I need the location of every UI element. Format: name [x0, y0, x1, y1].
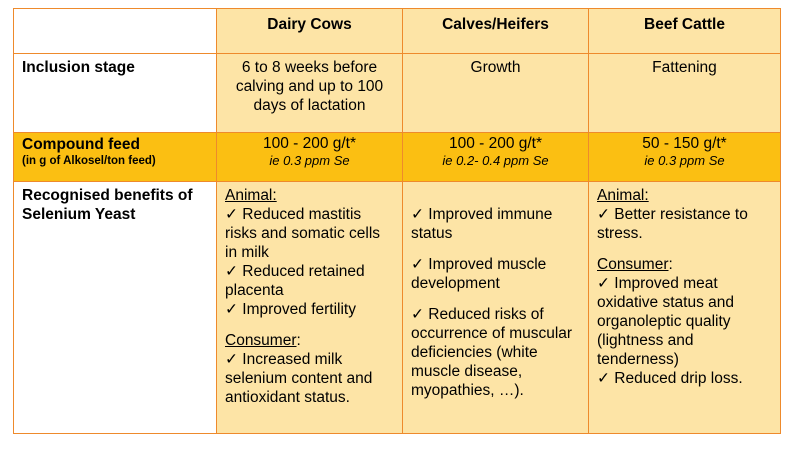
inclusion-dairy: 6 to 8 weeks before calving and up to 10… — [216, 53, 403, 133]
beef-consumer-heading: Consumer — [597, 256, 669, 273]
compound-dairy-cell: 100 - 200 g/t* ie 0.3 ppm Se — [216, 132, 403, 182]
spacer — [411, 243, 580, 255]
spacer — [411, 293, 580, 305]
compound-beef-cell: 50 - 150 g/t* ie 0.3 ppm Se — [588, 132, 781, 182]
spacer — [225, 319, 394, 331]
compound-beef-value: 50 - 150 g/t* — [642, 135, 727, 152]
dairy-animal-heading: Animal: — [225, 187, 277, 204]
calves-item: ✓ Reduced risks of occurrence of muscula… — [411, 306, 573, 399]
compound-feed-label-cell: Compound feed (in g of Alkosel/ton feed) — [13, 132, 217, 182]
dairy-consumer-colon: : — [296, 332, 301, 349]
compound-calves-value: 100 - 200 g/t* — [448, 135, 543, 152]
header-row: Dairy Cows Calves/Heifers Beef Cattle — [13, 8, 781, 54]
benefits-row: Recognised benefits of Selenium Yeast An… — [13, 181, 781, 434]
benefits-dairy-cell: Animal: ✓ Reduced mastitis risks and som… — [216, 181, 403, 434]
dairy-consumer-heading: Consumer — [225, 332, 297, 349]
spacer — [597, 243, 772, 255]
header-calves-heifers: Calves/Heifers — [402, 8, 589, 54]
inclusion-stage-label: Inclusion stage — [13, 53, 217, 133]
compound-dairy-note: ie 0.3 ppm Se — [269, 153, 350, 168]
compound-feed-sublabel: (in g of Alkosel/ton feed) — [22, 155, 156, 167]
benefits-calves-cell: ✓ Improved immune status ✓ Improved musc… — [402, 181, 589, 434]
dairy-animal-item: ✓ Reduced retained placenta — [225, 263, 365, 299]
header-beef-cattle: Beef Cattle — [588, 8, 781, 54]
calves-item: ✓ Improved muscle development — [411, 256, 547, 292]
benefits-label: Recognised benefits of Selenium Yeast — [13, 181, 217, 434]
compound-beef-note: ie 0.3 ppm Se — [644, 153, 725, 168]
beef-consumer-colon: : — [668, 256, 673, 273]
header-empty-cell — [13, 8, 217, 54]
inclusion-calves: Growth — [402, 53, 589, 133]
inclusion-stage-row: Inclusion stage 6 to 8 weeks before calv… — [13, 53, 781, 133]
dairy-animal-item: ✓ Improved fertility — [225, 301, 356, 318]
dairy-animal-item: ✓ Reduced mastitis risks and somatic cel… — [225, 206, 381, 261]
inclusion-beef: Fattening — [588, 53, 781, 133]
header-dairy-cows: Dairy Cows — [216, 8, 403, 54]
beef-consumer-heading-line: Consumer: — [597, 255, 772, 274]
compound-dairy-value: 100 - 200 g/t* — [262, 135, 357, 152]
feeding-recommendation-table: Dairy Cows Calves/Heifers Beef Cattle In… — [13, 8, 781, 434]
calves-item-spacer — [411, 186, 580, 205]
beef-animal-item: ✓ Better resistance to stress. — [597, 206, 748, 242]
compound-calves-note: ie 0.2- 0.4 ppm Se — [442, 153, 549, 168]
calves-item: ✓ Improved immune status — [411, 206, 553, 242]
compound-calves-cell: 100 - 200 g/t* ie 0.2- 0.4 ppm Se — [402, 132, 589, 182]
compound-feed-row: Compound feed (in g of Alkosel/ton feed)… — [13, 132, 781, 182]
dairy-consumer-item: ✓ Increased milk selenium content and an… — [225, 351, 373, 406]
compound-feed-label: Compound feed — [22, 136, 140, 153]
dairy-consumer-heading-line: Consumer: — [225, 331, 394, 350]
beef-consumer-item: ✓ Improved meat oxidative status and org… — [597, 275, 735, 368]
beef-consumer-item: ✓ Reduced drip loss. — [597, 370, 743, 387]
benefits-beef-cell: Animal: ✓ Better resistance to stress. C… — [588, 181, 781, 434]
beef-animal-heading: Animal: — [597, 187, 649, 204]
